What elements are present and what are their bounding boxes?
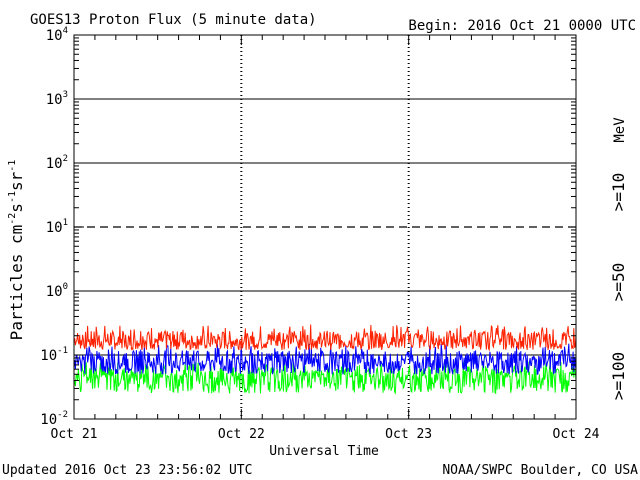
y-axis-label: Particles cm-2s-1sr-1 xyxy=(7,160,26,341)
legend-series-1: >=50 xyxy=(609,263,628,302)
y-tick-label-2: 102 xyxy=(46,154,68,172)
y-tick-label-6: 10-2 xyxy=(40,410,68,428)
svg-text:>=10: >=10 xyxy=(609,173,628,212)
svg-text:MeV: MeV xyxy=(612,117,628,143)
svg-text:>=100: >=100 xyxy=(609,352,628,400)
y-tick-label-3: 101 xyxy=(46,218,68,236)
begin-time: Begin: 2016 Oct 21 0000 UTC xyxy=(408,18,636,34)
x-tick-label-2: Oct 23 xyxy=(385,427,432,442)
series-line-1 xyxy=(73,343,577,375)
updated-time: Updated 2016 Oct 23 23:56:02 UTC xyxy=(2,463,252,478)
legend-series-0: >=10 xyxy=(609,173,628,212)
x-axis-label: Universal Time xyxy=(269,444,379,459)
legend-series-2: >=100 xyxy=(609,352,628,400)
y-tick-label-0: 104 xyxy=(46,26,68,44)
plot-area xyxy=(74,35,576,419)
svg-text:>=50: >=50 xyxy=(609,263,628,302)
series-group xyxy=(73,324,577,395)
y-tick-label-1: 103 xyxy=(46,90,68,108)
y-tick-label-5: 10-1 xyxy=(40,346,68,364)
series-line-2 xyxy=(73,361,577,395)
x-tick-label-1: Oct 22 xyxy=(218,427,265,442)
x-tick-label-0: Oct 21 xyxy=(51,427,98,442)
chart-title: GOES13 Proton Flux (5 minute data) xyxy=(30,12,317,28)
series-line-0 xyxy=(73,324,577,352)
svg-text:Particles cm-2s-1sr-1: Particles cm-2s-1sr-1 xyxy=(7,160,26,341)
y-tick-label-4: 100 xyxy=(46,282,68,300)
legend-unit: MeV xyxy=(612,117,628,143)
x-tick-label-3: Oct 24 xyxy=(553,427,600,442)
credit-text: NOAA/SWPC Boulder, CO USA xyxy=(442,463,638,478)
